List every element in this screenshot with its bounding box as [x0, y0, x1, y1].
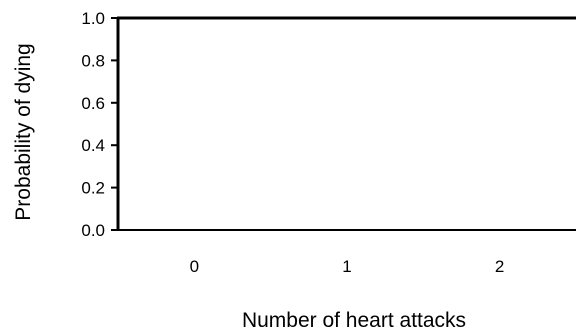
y-axis-ticks: 0.0 0.2 0.4 0.6 0.8 1.0 [81, 9, 118, 240]
x-tick-label: 0 [190, 257, 199, 276]
y-tick-label: 0.0 [81, 221, 105, 240]
x-axis-ticks: 0 1 2 [190, 257, 505, 276]
x-axis-title: Number of heart attacks [242, 309, 466, 332]
x-tick-label: 1 [342, 257, 351, 276]
y-tick-label: 0.4 [81, 136, 105, 155]
y-tick-label: 1.0 [81, 9, 105, 28]
x-tick-label: 2 [495, 257, 504, 276]
plot-area [118, 18, 576, 230]
y-axis-title: Probability of dying [12, 43, 35, 220]
y-tick-label: 0.6 [81, 94, 105, 113]
y-tick-label: 0.8 [81, 51, 105, 70]
y-tick-label: 0.2 [81, 179, 105, 198]
